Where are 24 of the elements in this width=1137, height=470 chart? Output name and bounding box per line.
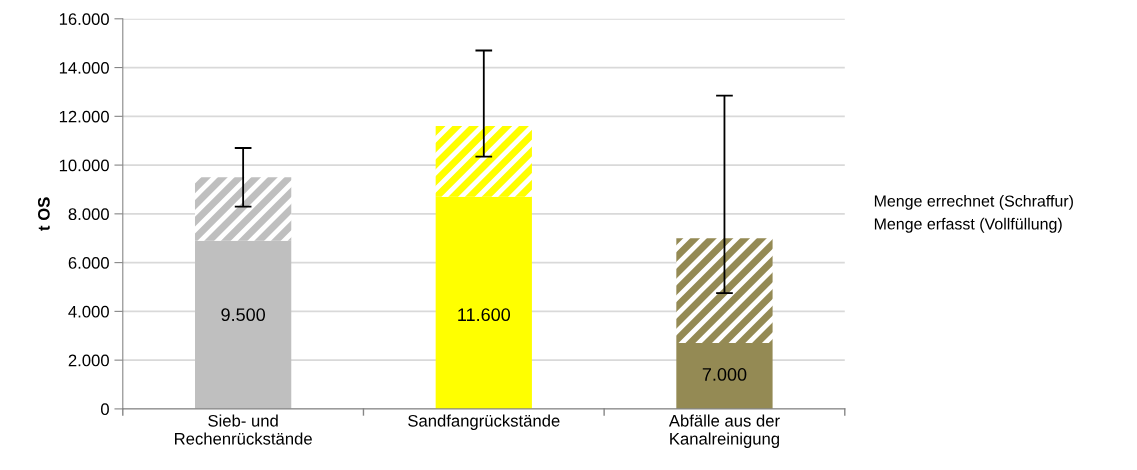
text: Menge errechnet (Schraffur) — [874, 194, 1073, 210]
bar — [195, 177, 292, 241]
total-label: 7.000 — [702, 368, 747, 381]
y-tick-label: 6.000 — [68, 257, 109, 269]
y-axis-title: t OS — [37, 197, 50, 231]
y-tick-label: 12.000 — [59, 110, 109, 123]
bar — [195, 240, 292, 409]
total-label: 11.600 — [458, 308, 511, 322]
y-tick-label: 0 — [100, 403, 109, 416]
x-tick-label: Sieb- und Rechenrückstände — [175, 414, 312, 445]
y-tick-label: 16.000 — [59, 13, 109, 25]
text: Menge erfasst (Vollfüllung) — [874, 217, 1062, 233]
x-tick-label: Abfälle aus der Kanalreinigung — [668, 414, 780, 448]
bar — [676, 238, 773, 344]
y-tick-label: 10.000 — [59, 159, 109, 172]
y-tick-label: 14.000 — [59, 61, 109, 74]
total-label: 9.500 — [221, 308, 266, 322]
bar — [435, 126, 532, 197]
y-tick-label: 8.000 — [68, 208, 109, 221]
bar — [676, 343, 773, 409]
x-tick-label: Sandfangrückstände — [408, 414, 560, 430]
bar — [435, 196, 532, 409]
y-tick-label: 2.000 — [68, 354, 109, 367]
y-tick-label: 4.000 — [68, 305, 109, 318]
